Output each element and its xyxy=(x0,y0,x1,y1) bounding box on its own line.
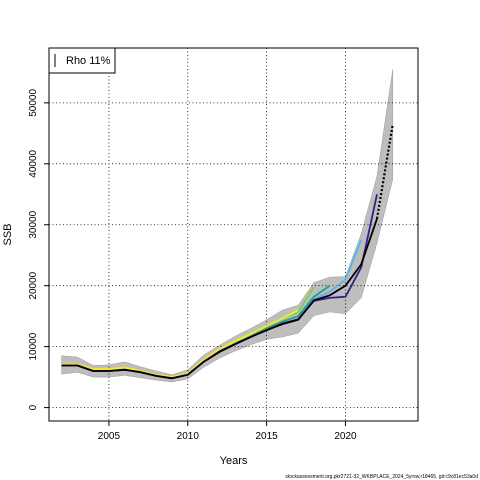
footer-note: stockassessment.org,pkr2721-32_WKBPLACE_… xyxy=(285,474,478,480)
y-tick-label: 50000 xyxy=(28,89,39,117)
x-axis-title: Years xyxy=(220,455,248,467)
series-layer xyxy=(61,124,394,380)
series-line-5 xyxy=(61,218,378,380)
grid-layer xyxy=(49,48,418,421)
y-axis-title: SSB xyxy=(2,223,14,245)
y-tick-label: 10000 xyxy=(28,332,39,360)
y-tick-label: 0 xyxy=(28,404,39,410)
y-tick-label: 30000 xyxy=(28,210,39,238)
x-tick-label: 2020 xyxy=(334,431,357,442)
confidence-band-layer xyxy=(61,69,394,383)
legend: Rho 11% xyxy=(48,47,116,74)
legend-label: Rho 11% xyxy=(66,55,111,67)
axis-layer: 2005 2010 2015 2020 0 10000 20000 30000 40000 500… xyxy=(28,89,357,442)
confidence-band xyxy=(61,69,394,383)
x-tick-label: 2010 xyxy=(177,431,200,442)
y-tick-label: 20000 xyxy=(28,271,39,299)
x-tick-label: 2015 xyxy=(255,431,278,442)
y-tick-label: 40000 xyxy=(28,149,39,177)
legend-box xyxy=(48,47,116,74)
x-tick-label: 2005 xyxy=(98,431,121,442)
plot-frame xyxy=(48,47,419,422)
series-line-3 xyxy=(61,309,299,379)
